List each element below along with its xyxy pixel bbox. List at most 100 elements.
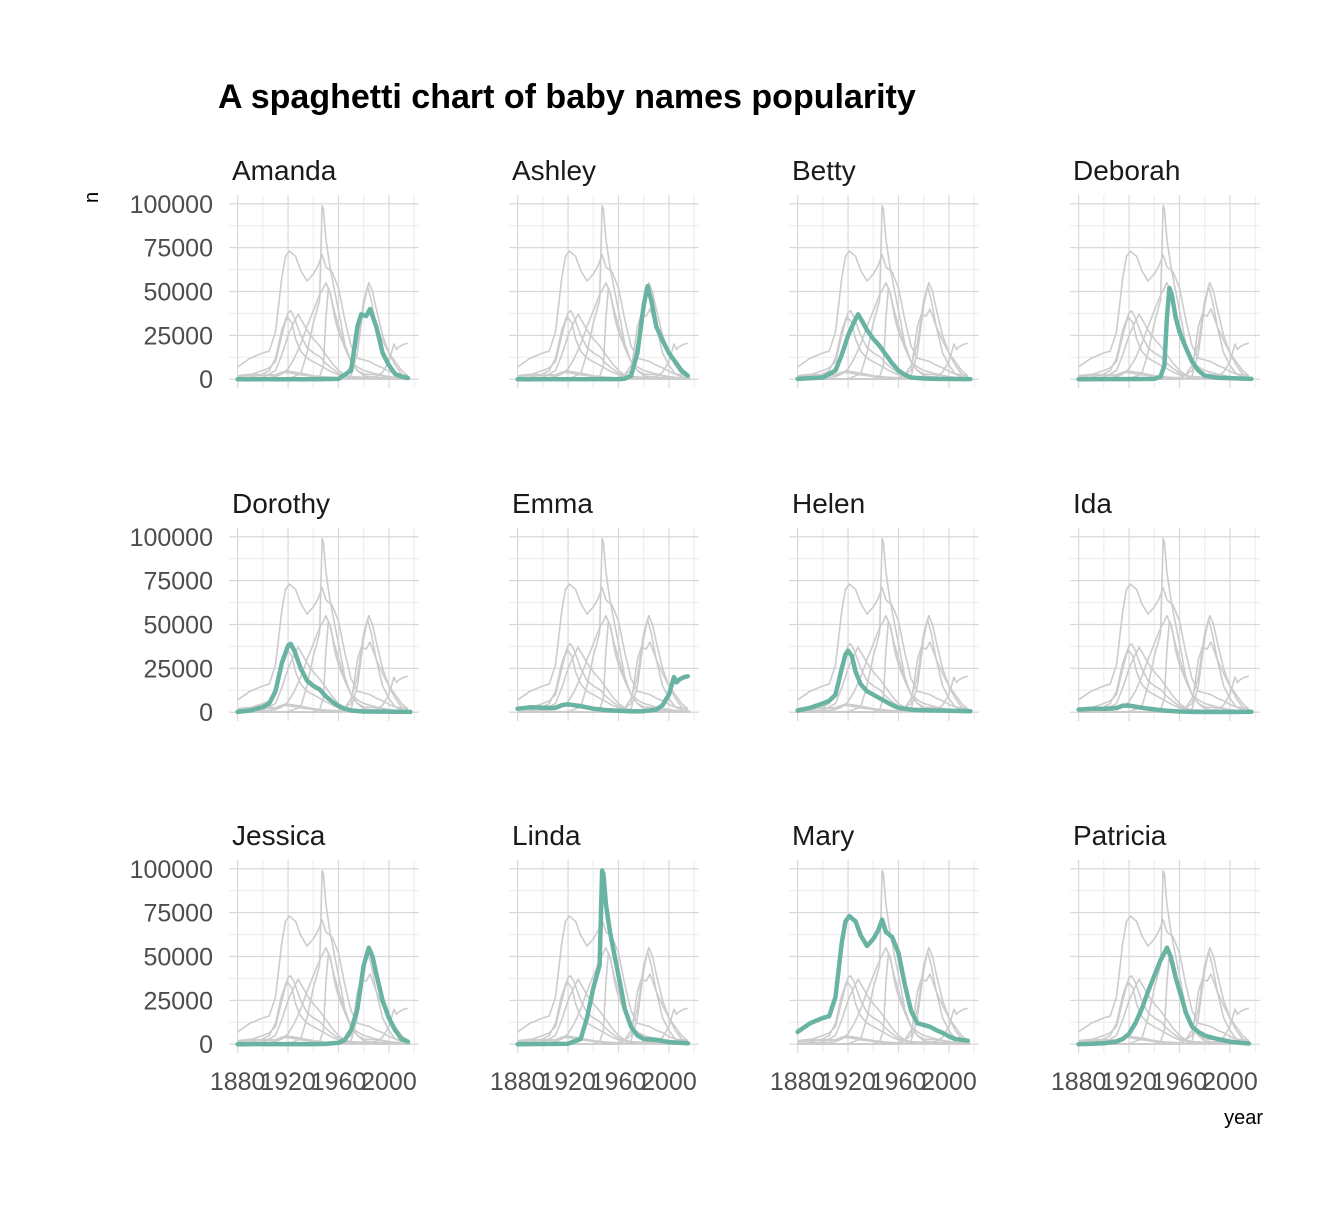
y-tick-label: 100000 [130, 524, 213, 552]
background-series-line-patricia [517, 946, 688, 1045]
background-series-line-patricia [1078, 281, 1249, 380]
background-series-line-mary [237, 583, 408, 710]
background-series-line-mary [797, 250, 968, 377]
background-series-line-deborah [797, 287, 971, 380]
y-tick-label: 25000 [143, 987, 213, 1015]
background-series-line-helen [517, 317, 691, 379]
highlight-series-line-patricia [1076, 945, 1252, 1047]
x-tick-label: 1920 [260, 1068, 316, 1096]
highlight-series-line-emma [515, 674, 691, 714]
background-series-line-helen [797, 982, 971, 1044]
x-tick-label: 1960 [591, 1068, 647, 1096]
background-series-line-ida [1078, 1036, 1252, 1045]
background-series-line-jessica [797, 946, 969, 1045]
background-series-line-deborah [237, 287, 411, 380]
facet-label: Ida [1073, 488, 1112, 519]
facet-panel-helen: Helen [789, 488, 979, 721]
y-axis-title: n [81, 192, 103, 203]
background-series-line-patricia [517, 281, 688, 380]
x-tick-label: 2000 [361, 1068, 417, 1096]
facet-panel-amanda: Amanda 0 25000 50000 75000 100000 [130, 155, 419, 394]
background-series-line-ida [517, 1036, 691, 1045]
background-series-line-linda [1078, 537, 1249, 713]
y-tick-label: 0 [199, 699, 213, 727]
background-series-line-mary [1078, 583, 1249, 710]
highlight-series-line-ashley [515, 283, 691, 382]
background-series-line-linda [517, 204, 688, 380]
background-series-line-deborah [1078, 620, 1252, 713]
background-series-line-mary [797, 583, 968, 710]
x-tick-label: 2000 [1202, 1068, 1258, 1096]
y-tick-label: 0 [199, 1031, 213, 1059]
background-series-line-deborah [237, 620, 411, 713]
background-series-line-ida [237, 1036, 411, 1045]
background-series-line-jessica [797, 281, 969, 380]
x-tick-label: 1880 [1051, 1068, 1107, 1096]
background-series-line-patricia [237, 946, 408, 1045]
y-tick-label: 25000 [143, 655, 213, 683]
x-axis-title: year [1224, 1107, 1263, 1129]
facet-panel-ashley: Ashley [509, 155, 699, 388]
background-series-line-mary [517, 250, 688, 377]
background-series-line-deborah [517, 620, 691, 713]
x-tick-label: 1960 [871, 1068, 927, 1096]
x-tick-label: 2000 [641, 1068, 697, 1096]
background-series-line-ida [237, 371, 411, 380]
background-series-line-mary [237, 915, 408, 1042]
background-series-line-jessica [517, 946, 689, 1045]
highlight-series-line-helen [795, 648, 973, 714]
x-tick-label: 1960 [1152, 1068, 1208, 1096]
x-tick-label: 1960 [311, 1068, 367, 1096]
background-series-line-jessica [797, 614, 969, 713]
highlight-series-line-linda [515, 868, 691, 1047]
background-series-line-jessica [1078, 946, 1250, 1045]
facet-panel-deborah: Deborah [1070, 155, 1260, 388]
background-series-line-patricia [797, 946, 968, 1045]
background-series-line-linda [1078, 869, 1249, 1045]
background-series-line-patricia [797, 614, 968, 713]
facet-label: Emma [512, 488, 593, 519]
background-series-line-helen [1078, 317, 1252, 379]
y-tick-label: 50000 [143, 944, 213, 972]
background-series-line-mary [517, 583, 688, 710]
background-series-line-ida [517, 371, 691, 380]
x-tick-label: 1880 [210, 1068, 266, 1096]
facet-label: Amanda [232, 155, 337, 186]
background-series-line-linda [517, 537, 688, 713]
highlight-series-line-dorothy [235, 641, 413, 715]
background-series-line-linda [797, 204, 968, 380]
facet-panels: Amanda 0 25000 50000 75000 100000 Ashley Betty D… [130, 155, 1260, 1096]
background-series-line-jessica [1078, 281, 1250, 380]
y-tick-label: 75000 [143, 235, 213, 263]
background-series-line-linda [237, 204, 408, 380]
background-series-line-helen [1078, 982, 1252, 1044]
background-series-line-helen [237, 317, 411, 379]
x-tick-label: 1920 [1101, 1068, 1157, 1096]
highlight-series-line-betty [795, 312, 973, 382]
background-series-line-linda [237, 869, 408, 1045]
y-tick-label: 100000 [130, 856, 213, 884]
x-tick-label: 1880 [490, 1068, 546, 1096]
background-series-line-deborah [1078, 952, 1252, 1045]
background-series-line-patricia [237, 281, 408, 380]
background-series-line-mary [1078, 915, 1249, 1042]
x-tick-label: 2000 [921, 1068, 977, 1096]
facet-label: Patricia [1073, 820, 1167, 851]
chart-title: A spaghetti chart of baby names populari… [218, 78, 916, 116]
facet-panel-ida: Ida [1070, 488, 1260, 721]
facet-label: Dorothy [232, 488, 330, 519]
background-series-line-patricia [237, 614, 408, 713]
highlight-series-line-mary [795, 913, 971, 1043]
background-series-line-ida [1078, 371, 1252, 380]
y-tick-label: 0 [199, 366, 213, 394]
facet-label: Linda [512, 820, 581, 851]
y-tick-label: 100000 [130, 191, 213, 219]
facet-panel-emma: Emma [509, 488, 699, 721]
background-series-line-mary [517, 915, 688, 1042]
facet-label: Jessica [232, 820, 326, 851]
background-series-line-ida [797, 1036, 971, 1045]
facet-panel-jessica: Jessica 0 25000 50000 75000 100000 18801920196… [130, 820, 419, 1096]
